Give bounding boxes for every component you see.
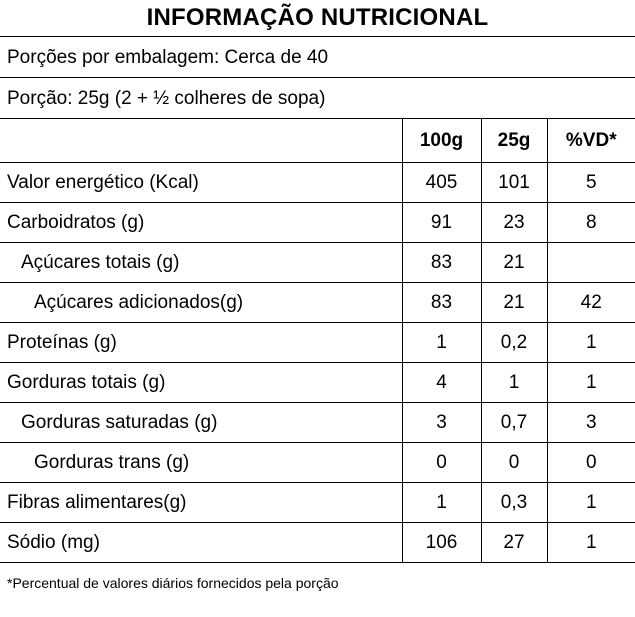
header-25g: 25g [480,118,547,163]
value-vd [546,242,635,283]
value-100g: 0 [401,442,481,483]
header-vd: %VD* [546,118,635,163]
table-row: Gorduras trans (g) 0 0 0 [0,442,635,483]
header-100g: 100g [401,118,481,163]
value-100g: 4 [401,362,481,403]
nutrient-name: Valor energético (Kcal) [0,162,402,203]
footnote: *Percentual de valores diários fornecido… [7,575,339,591]
table-header-row: 100g 25g %VD* [0,118,635,163]
value-vd: 1 [546,482,635,523]
value-100g: 91 [401,202,481,243]
nutrient-name: Proteínas (g) [0,322,402,363]
value-100g: 3 [401,402,481,443]
value-100g: 106 [401,522,481,563]
nutrient-name: Gorduras trans (g) [0,442,402,483]
value-vd: 42 [546,282,635,323]
table-row: Proteínas (g) 1 0,2 1 [0,322,635,363]
serving-size: Porção: 25g (2 + ½ colheres de sopa) [0,77,635,118]
nutrient-name: Açúcares totais (g) [0,242,402,283]
value-25g: 0,3 [480,482,547,523]
table-row: Carboidratos (g) 91 23 8 [0,202,635,243]
value-100g: 83 [401,242,481,283]
value-vd: 1 [546,322,635,363]
table-row: Açúcares totais (g) 83 21 [0,242,635,283]
value-vd: 5 [546,162,635,203]
value-vd: 8 [546,202,635,243]
value-vd: 1 [546,362,635,403]
value-25g: 0 [480,442,547,483]
nutrition-title: INFORMAÇÃO NUTRICIONAL [146,4,489,31]
value-25g: 101 [480,162,547,203]
table-row: Fibras alimentares(g) 1 0,3 1 [0,482,635,523]
value-100g: 405 [401,162,481,203]
nutrient-name: Sódio (mg) [0,522,402,563]
value-100g: 1 [401,322,481,363]
table-row: Sódio (mg) 106 27 1 [0,522,635,563]
value-25g: 0,2 [480,322,547,363]
value-25g: 27 [480,522,547,563]
nutrient-name: Gorduras saturadas (g) [0,402,402,443]
nutrient-name: Carboidratos (g) [0,202,402,243]
header-blank [0,118,402,163]
nutrient-name: Fibras alimentares(g) [0,482,402,523]
value-25g: 21 [480,242,547,283]
value-vd: 1 [546,522,635,563]
table-row: Valor energético (Kcal) 405 101 5 [0,162,635,203]
value-25g: 1 [480,362,547,403]
nutrition-table: 100g 25g %VD* Valor energético (Kcal) 405… [0,118,635,563]
table-row: Açúcares adicionados(g) 83 21 42 [0,282,635,323]
table-row: Gorduras totais (g) 4 1 1 [0,362,635,403]
value-vd: 0 [546,442,635,483]
nutrient-name: Açúcares adicionados(g) [0,282,402,323]
servings-per-package: Porções por embalagem: Cerca de 40 [0,36,635,77]
value-25g: 23 [480,202,547,243]
nutrient-name: Gorduras totais (g) [0,362,402,403]
value-25g: 21 [480,282,547,323]
table-row: Gorduras saturadas (g) 3 0,7 3 [0,402,635,443]
value-100g: 83 [401,282,481,323]
value-25g: 0,7 [480,402,547,443]
value-vd: 3 [546,402,635,443]
value-100g: 1 [401,482,481,523]
